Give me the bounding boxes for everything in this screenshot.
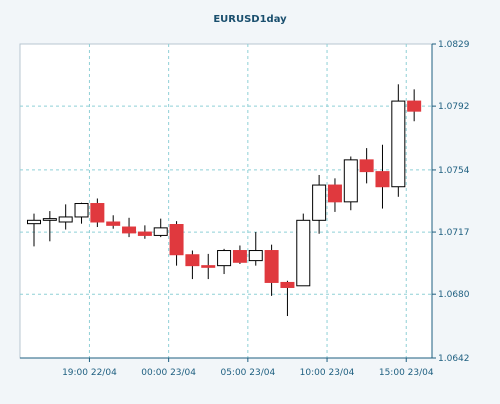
x-tick-label: 00:00 23/04: [141, 368, 196, 378]
candle-body-bearish: [327, 184, 342, 203]
candle: [391, 84, 406, 197]
candle-body-bearish: [169, 224, 184, 256]
candle: [185, 250, 200, 280]
candle-body-bullish: [248, 250, 263, 262]
candle-body-bearish: [232, 250, 247, 263]
candle-body-bullish: [153, 227, 168, 236]
candle: [74, 202, 89, 224]
candle: [122, 217, 137, 238]
grid-layer: [20, 44, 432, 358]
candle: [90, 198, 105, 228]
y-tick-label: 1.0717: [438, 228, 470, 238]
candle: [312, 174, 327, 234]
candle-body-bullish: [343, 159, 358, 203]
candle-layer: [27, 84, 422, 317]
candle: [327, 178, 342, 212]
candle-body-bullish: [27, 219, 41, 225]
candle: [153, 218, 168, 238]
y-tick-label: 1.0792: [438, 102, 470, 112]
candle: [169, 221, 184, 266]
plot-area: [19, 43, 433, 359]
candle: [280, 280, 295, 317]
x-tick-label: 19:00 22/04: [62, 368, 117, 378]
candle: [217, 248, 232, 275]
candle-body-bearish: [90, 203, 105, 223]
y-tick-label: 1.0642: [438, 354, 470, 364]
candle-body-bullish: [58, 216, 73, 223]
candle-body-bearish: [280, 281, 295, 288]
candle: [343, 156, 358, 211]
candle-body-bearish: [359, 159, 374, 173]
candle: [42, 211, 57, 242]
candle: [296, 213, 311, 287]
candle-body-bullish: [74, 203, 89, 218]
candle-body-bearish: [122, 226, 137, 234]
candle: [375, 144, 390, 209]
candle-body-bearish: [137, 231, 152, 236]
y-tick-label: 1.0754: [438, 166, 470, 176]
candle: [58, 204, 73, 230]
candle-body-bullish: [42, 218, 57, 221]
chart-title: EURUSD1day: [213, 14, 287, 25]
candle-body-bullish: [391, 100, 406, 188]
axis-layer: 1.0829 1.0792 1.0754 1.0717 1.0680 1.0642 19:0…: [62, 40, 470, 378]
x-tick-label: 10:00 23/04: [300, 368, 355, 378]
candle: [264, 244, 279, 296]
candle-body-bearish: [375, 171, 390, 188]
x-tick-label: 15:00 23/04: [379, 368, 434, 378]
candle-body-bearish: [407, 100, 422, 112]
x-tick-label: 05:00 23/04: [220, 368, 275, 378]
candle-body-bearish: [185, 254, 200, 267]
candle: [201, 253, 216, 280]
candle-body-bearish: [201, 265, 216, 268]
candle-body-bullish: [312, 184, 327, 221]
candle: [359, 148, 374, 184]
candle: [27, 213, 41, 247]
y-tick-label: 1.0829: [438, 40, 470, 50]
candle-body-bearish: [264, 250, 279, 283]
candle: [137, 225, 152, 239]
candle-body-bullish: [296, 219, 311, 287]
candle: [407, 89, 422, 122]
candle: [232, 245, 247, 264]
candle-body-bullish: [217, 250, 232, 267]
candle-body-bearish: [106, 221, 121, 226]
candle: [106, 215, 121, 229]
y-tick-label: 1.0680: [438, 290, 470, 300]
candle: [248, 232, 263, 266]
